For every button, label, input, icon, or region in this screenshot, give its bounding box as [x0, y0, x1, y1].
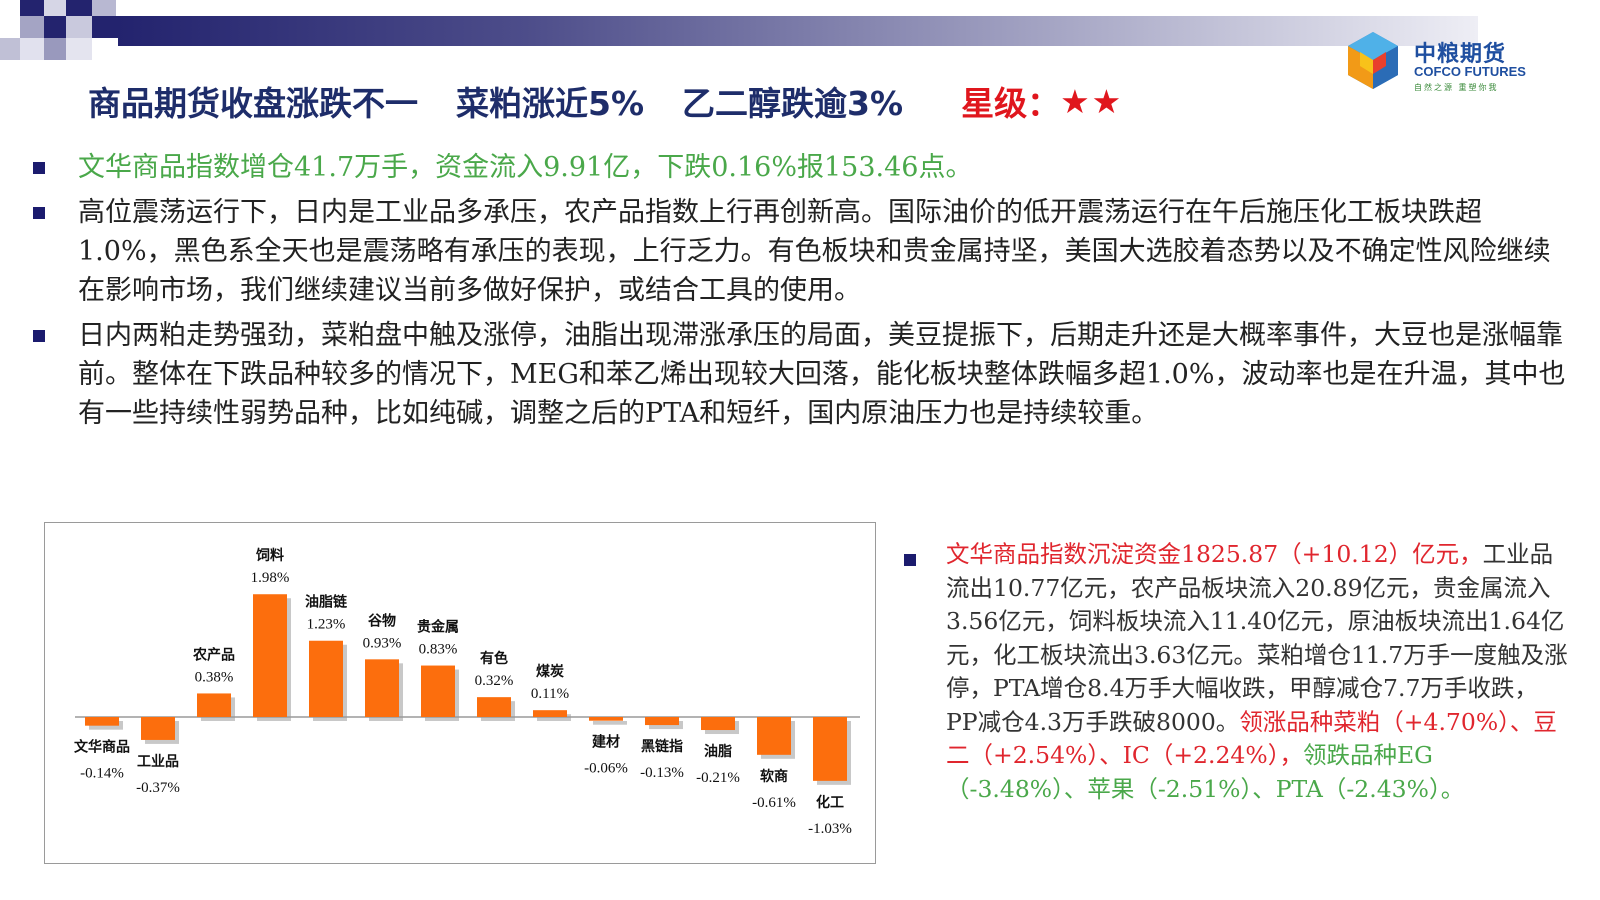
bullet-list: 文华商品指数增仓41.7万手，资金流入9.91亿，下跌0.16%报153.46点…	[30, 148, 1570, 439]
value-label: -0.61%	[752, 795, 796, 811]
category-label: 煤炭	[536, 663, 564, 680]
header-gradient-bar	[118, 16, 1478, 46]
category-label: 工业品	[137, 754, 179, 770]
bullet-marker	[33, 207, 45, 219]
bar-油脂链	[309, 640, 343, 717]
bar-文华商品	[85, 717, 119, 726]
headline-ethylene-glycol: 乙二醇跌逾3%	[682, 84, 904, 123]
bar-煤炭	[533, 710, 567, 717]
bar-有色	[477, 697, 511, 717]
bar-软商	[757, 717, 791, 755]
bullet-text: 高位震荡运行下，日内是工业品多承压，农产品指数上行再创新高。国际油价的低开震荡运…	[78, 197, 1551, 306]
bar-shadow	[537, 714, 571, 721]
cofco-logo: 中粮期货 COFCO FUTURES 自然之源 重塑你我	[1340, 28, 1570, 98]
value-label: -1.03%	[808, 821, 852, 837]
category-label: 化工	[816, 794, 844, 811]
bar-油脂	[701, 717, 735, 731]
page-title: 商品期货收盘涨跌不一 菜粕涨近5% 乙二醇跌逾3% 星级： ★★	[88, 76, 1123, 126]
value-label: 0.93%	[363, 635, 402, 651]
category-label: 建材	[592, 734, 620, 751]
bar-工业品	[141, 717, 175, 740]
value-label: 0.11%	[531, 686, 569, 702]
bar-农产品	[197, 693, 231, 717]
fund-flow-note: 文华商品指数沉淀资金1825.87（+10.12）亿元，工业品流出10.77亿元…	[898, 538, 1568, 806]
bar-谷物	[365, 659, 399, 717]
chart-canvas: 文华商品 -0.14% 工业品 -0.37% 农产品 0.38% 饲料 1.98% 油脂链 1.2…	[74, 547, 860, 837]
header-decoration	[0, 0, 1600, 70]
value-label: 0.38%	[195, 669, 234, 685]
category-label: 油脂	[704, 743, 732, 760]
bullet-marker	[904, 554, 916, 566]
category-label: 油脂链	[305, 594, 348, 611]
bar-shadow	[593, 721, 627, 725]
bullet-item: 日内两粕走势强劲，菜粕盘中触及涨停，油脂出现滞涨承压的局面，美豆提振下，后期走升…	[30, 316, 1570, 433]
logo-slogan: 自然之源 重塑你我	[1414, 83, 1499, 92]
headline-main: 商品期货收盘涨跌不一	[88, 84, 418, 123]
rating-stars: ★★	[1060, 81, 1124, 121]
category-label: 贵金属	[417, 619, 459, 636]
value-label: 0.83%	[419, 642, 458, 658]
bullet-marker	[33, 330, 45, 342]
value-label: -0.21%	[696, 770, 740, 786]
logo-en-text: COFCO FUTURES	[1414, 64, 1526, 79]
logo-cn-text: 中粮期货	[1414, 42, 1507, 67]
bullet-item: 高位震荡运行下，日内是工业品多承压，农产品指数上行再创新高。国际油价的低开震荡运…	[30, 193, 1570, 310]
headline-rapeseed-meal: 菜粕涨近5%	[456, 84, 645, 123]
note-fund-total: 文华商品指数沉淀资金1825.87（+10.12）亿元，	[946, 540, 1483, 568]
category-label: 有色	[480, 650, 508, 667]
cofco-logo-icon	[1348, 32, 1398, 89]
bar-贵金属	[421, 665, 455, 717]
category-label: 软商	[760, 768, 788, 785]
value-label: 0.32%	[475, 673, 514, 689]
bullet-item: 文华商品指数增仓41.7万手，资金流入9.91亿，下跌0.16%报153.46点…	[30, 148, 1570, 187]
bar-黑链指	[645, 717, 679, 726]
bullet-text: 日内两粕走势强劲，菜粕盘中触及涨停，油脂出现滞涨承压的局面，美豆提振下，后期走升…	[78, 320, 1566, 429]
value-label: -0.13%	[640, 765, 684, 781]
value-label: 1.23%	[307, 617, 346, 633]
value-label: 1.98%	[251, 570, 290, 586]
bar-建材	[589, 717, 623, 721]
category-label: 文华商品	[74, 739, 130, 756]
note-top-gainers: 领涨品种菜粕（+4.70%）、豆二（+2.54%）、IC（+2.24%），	[946, 707, 1557, 770]
note-text: 文华商品指数沉淀资金1825.87（+10.12）亿元，工业品流出10.77亿元…	[898, 538, 1568, 806]
sector-change-chart: 文华商品 -0.14% 工业品 -0.37% 农产品 0.38% 饲料 1.98% 油脂链 1.2…	[44, 522, 876, 864]
bar-化工	[813, 717, 847, 781]
category-label: 黑链指	[641, 738, 683, 755]
note-top-losers: 领跌品种EG（-3.48%）、苹果（-2.51%）、PTA（-2.43%）。	[946, 741, 1465, 803]
bullet-marker	[33, 162, 45, 174]
value-label: -0.37%	[136, 780, 180, 796]
value-label: -0.06%	[584, 761, 628, 777]
category-label: 饲料	[255, 547, 284, 564]
bullet-text: 文华商品指数增仓41.7万手，资金流入9.91亿，下跌0.16%报153.46点…	[78, 152, 973, 183]
category-label: 农产品	[192, 646, 235, 663]
note-flow-details: 工业品流出10.77亿元，农产品板块流入20.89亿元，贵金属流入3.56亿元，…	[946, 540, 1568, 736]
bar-饲料	[253, 594, 287, 717]
value-label: -0.14%	[80, 766, 124, 782]
category-label: 谷物	[368, 612, 396, 629]
rating-label: 星级：	[961, 84, 1061, 123]
